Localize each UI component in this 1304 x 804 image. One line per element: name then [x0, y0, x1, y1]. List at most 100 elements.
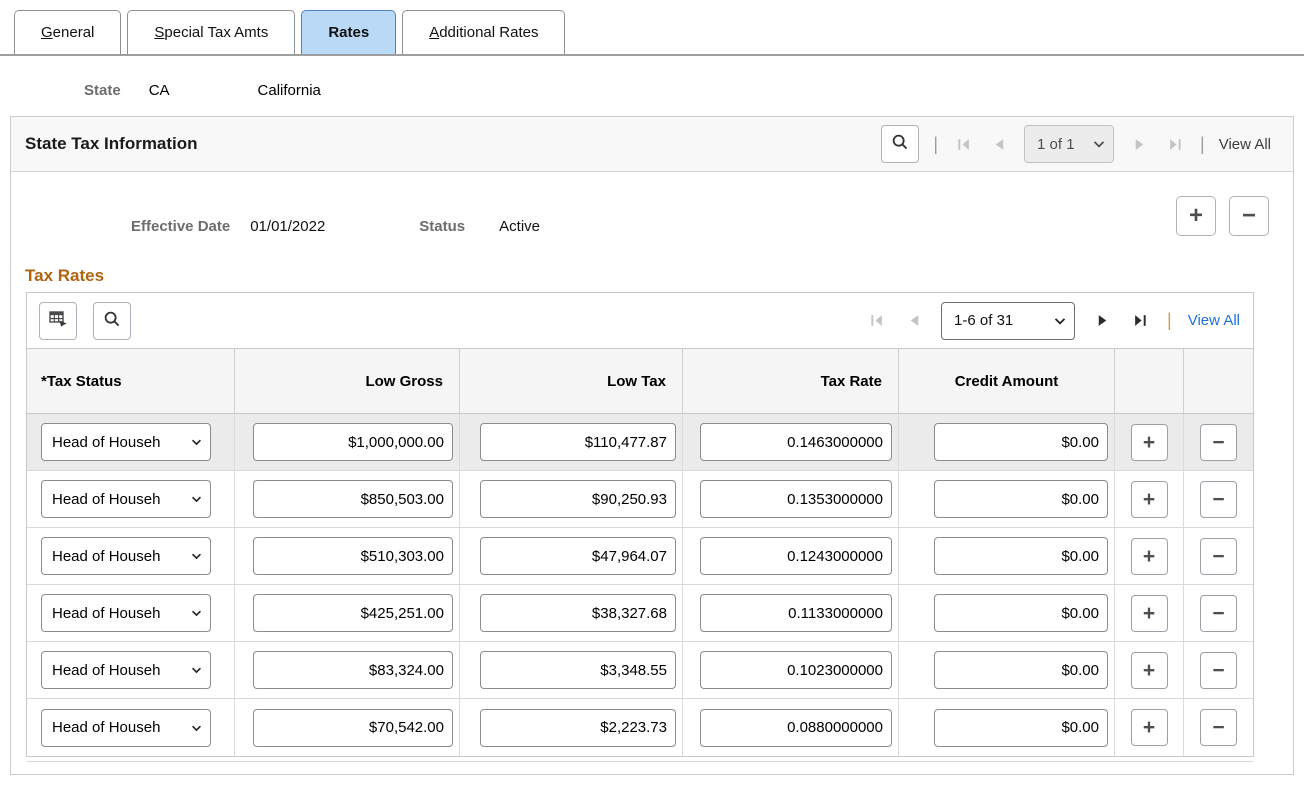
minus-icon: − — [1212, 601, 1225, 625]
tax-status-select-wrap: Head of Househ — [41, 594, 211, 632]
add-effdt-row-button[interactable]: + — [1176, 196, 1216, 236]
grid-footer-divider — [26, 761, 1254, 762]
section-title: State Tax Information — [25, 134, 198, 153]
low-tax-input[interactable] — [480, 423, 676, 461]
state-name: California — [257, 81, 321, 99]
grid-actions-button[interactable] — [39, 301, 77, 340]
status-value: Active — [499, 217, 540, 235]
low-tax-input[interactable] — [480, 708, 676, 747]
grid-view-all-link[interactable]: View All — [1187, 312, 1240, 329]
next-page-icon[interactable] — [1128, 133, 1150, 155]
tax-rate-input[interactable] — [700, 537, 892, 575]
tab-additional-rates[interactable]: Additional Rates — [402, 10, 566, 54]
credit-amount-input[interactable] — [934, 708, 1108, 747]
minus-icon: − — [1212, 544, 1225, 568]
column-header-low-tax: Low Tax — [460, 349, 683, 413]
status-label: Status — [419, 217, 466, 235]
add-row-button[interactable]: + — [1130, 423, 1168, 461]
tax-rates-grid: 1-6 of 31 | View All — [26, 292, 1254, 757]
add-row-button[interactable]: + — [1130, 537, 1168, 575]
add-row-button[interactable]: + — [1130, 709, 1168, 746]
next-page-icon[interactable] — [1091, 310, 1113, 332]
tax-status-select-wrap: Head of Househ — [41, 480, 211, 518]
delete-row-button[interactable]: − — [1200, 651, 1237, 689]
plus-icon: + — [1188, 202, 1203, 229]
add-row-button[interactable]: + — [1130, 594, 1168, 632]
column-header-tax-status: *Tax Status — [27, 349, 235, 413]
column-header-credit-amount: Credit Amount — [899, 349, 1115, 413]
find-button[interactable] — [881, 125, 920, 163]
tax-status-select[interactable]: Head of Househ — [41, 537, 211, 575]
credit-amount-input[interactable] — [934, 651, 1108, 689]
tax-rate-input[interactable] — [700, 594, 892, 632]
delete-row-button[interactable]: − — [1200, 423, 1237, 461]
tab-rates[interactable]: Rates — [301, 10, 397, 54]
column-header-low-gross: Low Gross — [235, 349, 460, 413]
section-header: State Tax Information | 1 of 1 — [11, 117, 1293, 172]
delete-row-button[interactable]: − — [1200, 594, 1237, 632]
tax-status-select[interactable]: Head of Househ — [41, 423, 211, 461]
tax-rate-input[interactable] — [700, 651, 892, 689]
tax-status-select-wrap: Head of Househ — [41, 423, 211, 461]
add-row-button[interactable]: + — [1130, 480, 1168, 518]
low-tax-input[interactable] — [480, 537, 676, 575]
low-tax-input[interactable] — [480, 651, 676, 689]
plus-icon: + — [1142, 430, 1156, 454]
column-header-tax-rate: Tax Rate — [683, 349, 899, 413]
add-row-button[interactable]: + — [1130, 651, 1168, 689]
low-gross-input[interactable] — [253, 708, 453, 747]
section-view-all-link[interactable]: View All — [1218, 135, 1271, 153]
low-gross-input[interactable] — [253, 594, 453, 632]
previous-page-icon[interactable] — [903, 310, 925, 332]
first-page-icon[interactable] — [865, 310, 887, 332]
last-page-icon[interactable] — [1129, 310, 1151, 332]
grid-page-select-wrap: 1-6 of 31 — [941, 301, 1076, 340]
delete-row-button[interactable]: − — [1200, 709, 1237, 746]
low-tax-input[interactable] — [480, 594, 676, 632]
section-pager: | 1 of 1 | View All — [881, 125, 1271, 163]
credit-amount-input[interactable] — [934, 480, 1108, 518]
effective-date-value: 01/01/2022 — [250, 217, 326, 235]
tax-status-select[interactable]: Head of Househ — [41, 651, 211, 689]
low-gross-input[interactable] — [253, 651, 453, 689]
tax-status-select-wrap: Head of Househ — [41, 708, 211, 747]
tax-status-select[interactable]: Head of Househ — [41, 480, 211, 518]
previous-page-icon[interactable] — [988, 133, 1010, 155]
delete-row-button[interactable]: − — [1200, 537, 1237, 575]
section-page-select-wrap: 1 of 1 — [1024, 125, 1115, 163]
low-tax-input[interactable] — [480, 480, 676, 518]
credit-amount-input[interactable] — [934, 423, 1108, 461]
section-body: + − Effective Date 01/01/2022 Status Act… — [11, 172, 1293, 762]
tax-rate-input[interactable] — [700, 708, 892, 747]
column-header-add — [1115, 349, 1184, 413]
search-icon — [891, 133, 909, 155]
credit-amount-input[interactable] — [934, 537, 1108, 575]
grid-header-row: *Tax Status Low Gross Low Tax Tax Rate C… — [27, 348, 1253, 414]
low-gross-input[interactable] — [253, 537, 453, 575]
tax-status-select[interactable]: Head of Househ — [41, 708, 211, 747]
credit-amount-input[interactable] — [934, 594, 1108, 632]
separator: | — [933, 133, 939, 154]
state-tax-information-section: State Tax Information | 1 of 1 — [10, 116, 1294, 775]
table-row: Head of Househ + − — [27, 471, 1253, 528]
tab-general[interactable]: General — [14, 10, 122, 54]
tax-status-select[interactable]: Head of Househ — [41, 594, 211, 632]
grid-search-button[interactable] — [93, 301, 131, 340]
low-gross-input[interactable] — [253, 423, 453, 461]
low-gross-input[interactable] — [253, 480, 453, 518]
delete-row-button[interactable]: − — [1200, 480, 1237, 518]
section-page-select[interactable]: 1 of 1 — [1024, 125, 1115, 163]
delete-effdt-row-button[interactable]: − — [1229, 196, 1269, 236]
tax-rate-input[interactable] — [700, 423, 892, 461]
first-page-icon[interactable] — [952, 133, 974, 155]
search-icon — [103, 310, 121, 332]
grid-toolbar: 1-6 of 31 | View All — [27, 293, 1253, 348]
grid-page-select[interactable]: 1-6 of 31 — [941, 301, 1076, 340]
last-page-icon[interactable] — [1164, 133, 1186, 155]
effective-date-row: Effective Date 01/01/2022 Status Active — [131, 216, 1293, 236]
table-row: Head of Househ + − — [27, 585, 1253, 642]
grid-pager: 1-6 of 31 | View All — [865, 301, 1240, 340]
tab-special-tax-amts[interactable]: Special Tax Amts — [127, 10, 296, 54]
tax-status-select-wrap: Head of Househ — [41, 537, 211, 575]
tax-rate-input[interactable] — [700, 480, 892, 518]
